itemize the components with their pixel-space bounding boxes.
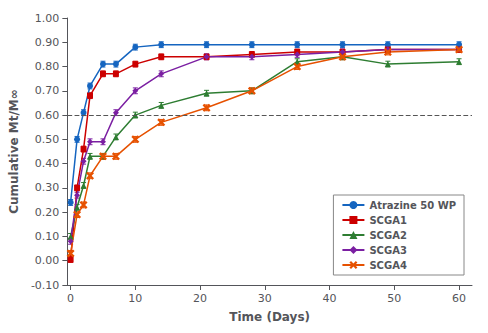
svg-text:20: 20 [193,292,207,305]
svg-text:Atrazine 50 WP: Atrazine 50 WP [369,200,456,211]
svg-text:0.30: 0.30 [35,181,60,194]
svg-text:50: 50 [387,292,401,305]
svg-text:0.20: 0.20 [35,206,60,219]
svg-text:0.70: 0.70 [35,84,60,97]
svg-text:0: 0 [67,292,74,305]
svg-text:0.90: 0.90 [35,36,60,49]
svg-text:Time (Days): Time (Days) [229,310,310,324]
svg-text:SCGA1: SCGA1 [369,215,406,226]
svg-text:SCGA2: SCGA2 [369,230,406,241]
svg-text:30: 30 [258,292,272,305]
svg-text:SCGA4: SCGA4 [369,260,406,271]
svg-text:40: 40 [323,292,337,305]
svg-text:0.80: 0.80 [35,60,60,73]
svg-text:0.40: 0.40 [35,157,60,170]
svg-text:-0.10: -0.10 [31,279,59,292]
svg-text:0.50: 0.50 [35,133,60,146]
svg-text:60: 60 [452,292,466,305]
svg-text:0.60: 0.60 [35,109,60,122]
svg-text:SCGA3: SCGA3 [369,245,406,256]
svg-text:1.00: 1.00 [35,12,60,25]
svg-text:Cumulative Mt/M∞: Cumulative Mt/M∞ [7,89,21,214]
svg-text:0.10: 0.10 [35,230,60,243]
svg-text:10: 10 [128,292,142,305]
svg-text:0.00: 0.00 [35,254,60,267]
